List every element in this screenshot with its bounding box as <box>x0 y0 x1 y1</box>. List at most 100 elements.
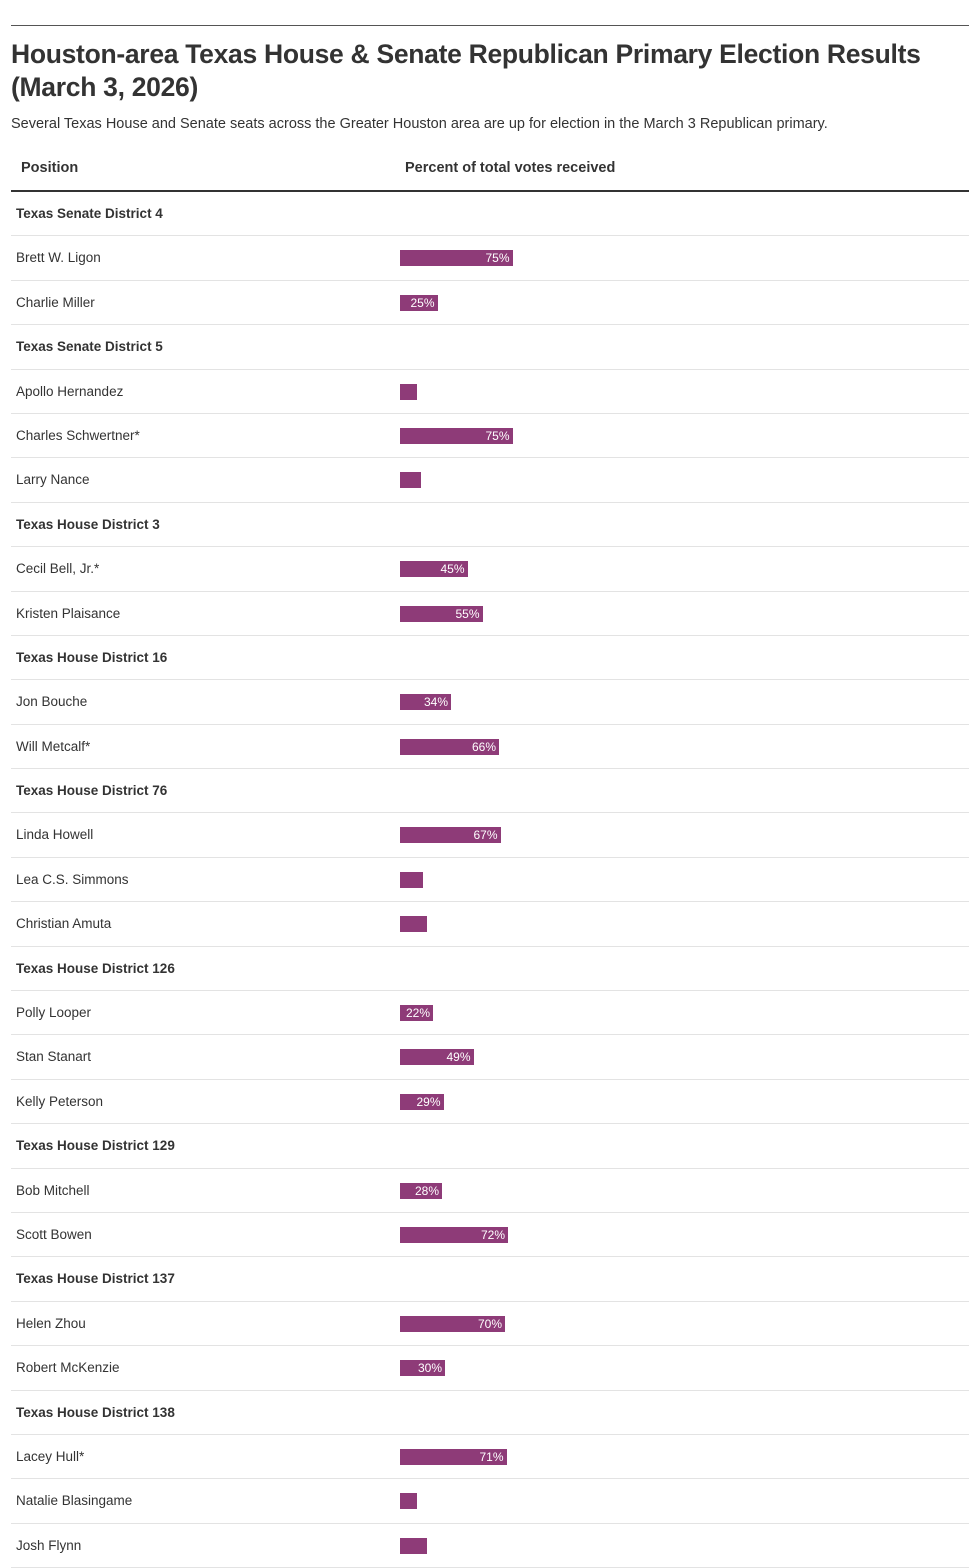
candidate-name: Stan Stanart <box>16 1049 92 1065</box>
vote-bar: 67% <box>400 827 501 844</box>
vote-bar <box>400 383 417 400</box>
candidate-name: Cecil Bell, Jr.* <box>16 561 100 577</box>
vote-percent-label: 71% <box>479 1449 504 1464</box>
candidate-name: Robert McKenzie <box>16 1360 120 1376</box>
vote-percent-label: 55% <box>455 606 480 621</box>
candidate-row: Christian Amuta <box>11 902 969 947</box>
table-header: Position Percent of total votes received <box>11 148 969 192</box>
candidate-name: Natalie Blasingame <box>16 1493 133 1509</box>
candidate-name: Kristen Plaisance <box>16 605 121 621</box>
vote-bar: 25% <box>400 294 438 311</box>
candidate-name: Josh Flynn <box>16 1537 82 1553</box>
candidate-row: Brett W. Ligon 75% <box>11 236 969 281</box>
vote-bar: 28% <box>400 1182 442 1199</box>
group-label: Texas Senate District 5 <box>16 339 163 355</box>
vote-bar: 75% <box>400 427 513 444</box>
vote-bar: 22% <box>400 1005 433 1022</box>
vote-percent-label: 25% <box>410 295 435 310</box>
candidate-row: Kelly Peterson 29% <box>11 1080 969 1125</box>
vote-percent-label: 72% <box>480 1227 505 1242</box>
candidate-row: Larry Nance <box>11 458 969 503</box>
vote-bar: 49% <box>400 1049 474 1066</box>
candidate-name: Lacey Hull* <box>16 1448 85 1464</box>
vote-percent-label: 29% <box>416 1094 441 1109</box>
vote-percent-label: 49% <box>446 1050 471 1065</box>
candidate-row: Cecil Bell, Jr.* 45% <box>11 547 969 592</box>
vote-percent-label: 45% <box>440 562 465 577</box>
candidate-row: Robert McKenzie 30% <box>11 1346 969 1391</box>
vote-percent-label: 22% <box>405 1006 430 1021</box>
group-row: Texas House District 16 <box>11 636 969 681</box>
group-label: Texas House District 3 <box>16 516 160 532</box>
candidate-name: Charles Schwertner* <box>16 427 140 443</box>
group-row: Texas House District 126 <box>11 947 969 992</box>
vote-percent-label: 28% <box>414 1183 439 1198</box>
vote-percent-label: 75% <box>485 251 510 266</box>
top-rule <box>11 25 969 26</box>
vote-bar <box>400 916 427 933</box>
vote-bar: 45% <box>400 561 468 578</box>
candidate-name: Polly Looper <box>16 1005 92 1021</box>
group-row: Texas House District 137 <box>11 1257 969 1302</box>
group-label: Texas House District 137 <box>16 1271 175 1287</box>
candidate-name: Larry Nance <box>16 472 90 488</box>
vote-bar <box>400 871 423 888</box>
candidate-name: Lea C.S. Simmons <box>16 871 129 887</box>
group-label: Texas House District 76 <box>16 783 168 799</box>
group-label: Texas House District 138 <box>16 1404 175 1420</box>
candidate-name: Apollo Hernandez <box>16 383 124 399</box>
group-label: Texas House District 126 <box>16 960 175 976</box>
candidate-row: Polly Looper 22% <box>11 991 969 1036</box>
candidate-row: Charlie Miller 25% <box>11 281 969 326</box>
vote-percent-label: 70% <box>477 1316 502 1331</box>
candidate-name: Scott Bowen <box>16 1226 92 1242</box>
vote-percent-label: 30% <box>417 1361 442 1376</box>
candidate-row: Natalie Blasingame <box>11 1479 969 1524</box>
candidate-name: Linda Howell <box>16 827 94 843</box>
chart-title: Houston-area Texas House & Senate Republ… <box>11 39 921 102</box>
candidate-name: Bob Mitchell <box>16 1182 90 1198</box>
candidate-row: Apollo Hernandez <box>11 370 969 414</box>
group-row: Texas House District 3 <box>11 503 969 548</box>
group-row: Texas Senate District 5 <box>11 325 969 370</box>
group-label: Texas Senate District 4 <box>16 206 163 221</box>
vote-bar: 66% <box>400 738 499 755</box>
vote-percent-label: 34% <box>423 695 448 710</box>
candidate-row: Helen Zhou 70% <box>11 1302 969 1347</box>
candidate-name: Brett W. Ligon <box>16 250 101 266</box>
results-table: Texas Senate District 4 Brett W. Ligon 75%… <box>11 192 969 1568</box>
vote-bar: 72% <box>400 1226 508 1243</box>
group-row: Texas House District 76 <box>11 769 969 814</box>
candidate-row: Will Metcalf* 66% <box>11 725 969 770</box>
vote-bar: 71% <box>400 1448 507 1465</box>
vote-bar: 75% <box>400 250 513 267</box>
candidate-row: Jon Bouche 34% <box>11 680 969 725</box>
candidate-name: Jon Bouche <box>16 694 88 710</box>
vote-bar: 55% <box>400 605 483 622</box>
vote-percent-label: 75% <box>485 428 510 443</box>
candidate-name: Charlie Miller <box>16 294 95 310</box>
vote-bar: 29% <box>400 1093 444 1110</box>
vote-bar: 30% <box>400 1360 445 1377</box>
vote-bar <box>400 1537 427 1554</box>
candidate-row: Charles Schwertner* 75% <box>11 414 969 459</box>
group-label: Texas House District 129 <box>16 1138 175 1154</box>
vote-percent-label: 67% <box>473 828 498 843</box>
candidate-row: Linda Howell 67% <box>11 813 969 858</box>
candidate-row: Kristen Plaisance 55% <box>11 592 969 636</box>
column-header-percent: Percent of total votes received <box>405 160 616 176</box>
candidate-row: Lacey Hull* 71% <box>11 1435 969 1480</box>
group-label: Texas House District 16 <box>16 649 168 665</box>
group-row: Texas Senate District 4 <box>11 192 969 237</box>
candidate-name: Will Metcalf* <box>16 738 91 754</box>
group-row: Texas House District 138 <box>11 1391 969 1435</box>
vote-percent-label: 66% <box>471 739 496 754</box>
vote-bar: 70% <box>400 1315 505 1332</box>
candidate-name: Kelly Peterson <box>16 1093 104 1109</box>
candidate-row: Stan Stanart 49% <box>11 1035 969 1080</box>
candidate-row: Josh Flynn <box>11 1524 969 1568</box>
vote-bar: 34% <box>400 694 451 711</box>
candidate-row: Scott Bowen 72% <box>11 1213 969 1258</box>
vote-bar <box>400 472 421 489</box>
chart-subtitle: Several Texas House and Senate seats acr… <box>11 116 828 132</box>
